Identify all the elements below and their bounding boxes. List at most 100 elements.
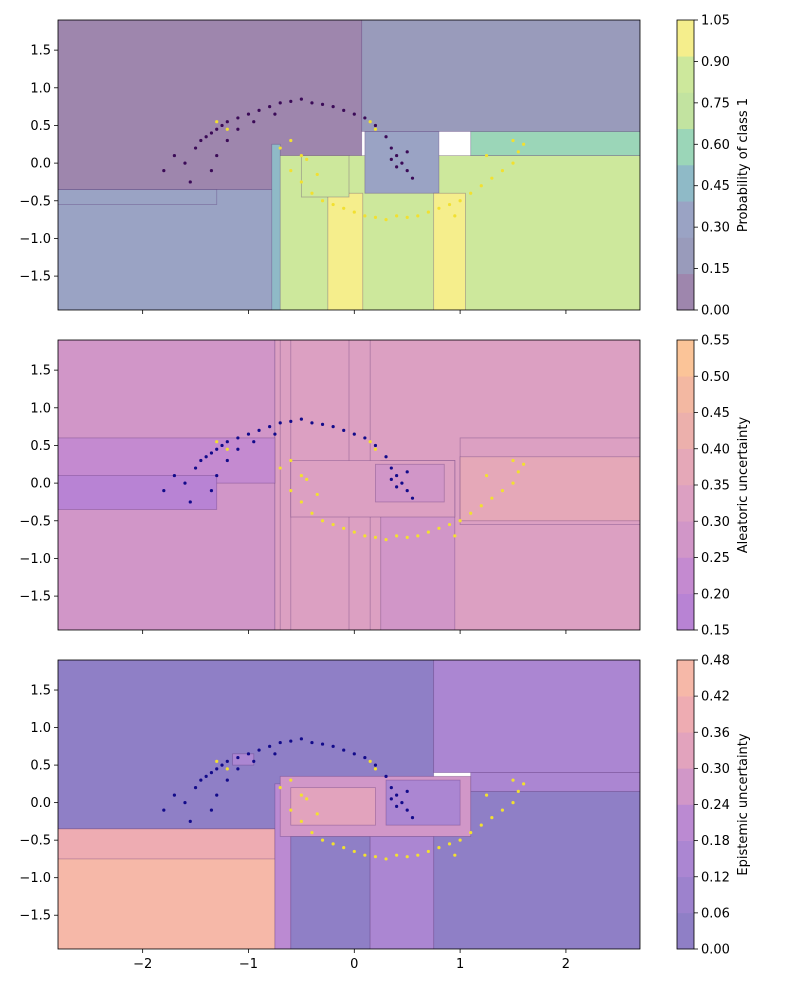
colorbar-band-6	[677, 376, 694, 413]
point-s1-7	[363, 534, 367, 538]
point-s0-32	[395, 165, 399, 169]
point-s0-17	[299, 737, 303, 741]
point-s0-39	[273, 752, 277, 756]
point-s0-3	[188, 180, 192, 184]
point-s0-27	[395, 153, 399, 158]
point-s1-21	[511, 801, 515, 805]
colorbar-label: Aleatoric uncertainty	[736, 416, 751, 553]
colorbar-band-3	[677, 165, 694, 202]
colorbar-band-2	[677, 521, 694, 558]
colorbar-band-5	[677, 412, 694, 450]
point-s0-9	[220, 763, 224, 767]
region-6	[279, 340, 292, 630]
point-s0-22	[352, 112, 356, 116]
point-s0-27	[395, 473, 399, 478]
point-s1-13	[426, 530, 430, 534]
point-s1-7	[363, 853, 367, 857]
x-tick-label-1: −1	[239, 957, 258, 972]
point-s0-14	[268, 425, 272, 429]
point-s1-1	[299, 500, 303, 504]
point-s0-30	[405, 789, 409, 793]
point-s1-4	[331, 202, 335, 207]
point-s0-12	[246, 432, 251, 436]
panel-1: 1.5 1.0 0.5 0.0 −0.5 −1.0 −1.5 1.05 0.90 0.75 0.60…	[19, 14, 751, 319]
point-s0-25	[384, 135, 388, 139]
y-tick-label-1: 1.0	[30, 721, 51, 736]
y-tick-label-5: −1.0	[19, 871, 51, 886]
point-s0-28	[400, 801, 404, 805]
x-tick-label-0: −2	[133, 957, 152, 972]
colorbar-tick-label-6: 0.12	[701, 870, 730, 885]
region-8	[327, 192, 364, 310]
point-s1-15	[447, 522, 452, 527]
point-s1-10	[395, 214, 399, 218]
point-s1-9	[384, 857, 388, 861]
point-s0-30	[405, 470, 409, 474]
y-tick-label-4: −0.5	[19, 514, 51, 529]
point-s0-22	[352, 752, 356, 756]
point-s0-9	[220, 123, 224, 128]
point-s1-16	[458, 838, 462, 842]
point-s0-17	[299, 417, 303, 421]
point-s1-2	[310, 831, 314, 835]
point-s1-17	[469, 831, 473, 835]
point-s1-15	[447, 842, 452, 846]
colorbar-tick-label-1: 0.42	[701, 690, 730, 705]
point-s0-28	[400, 161, 404, 165]
point-s0-11	[236, 436, 240, 440]
point-s0-23	[363, 116, 367, 120]
point-s0-37	[236, 767, 240, 771]
y-tick-label-3: 0.0	[30, 477, 51, 492]
colorbar-tick-label-1: 0.50	[701, 370, 730, 385]
colorbar-band-1	[677, 876, 694, 914]
colorbar-tick-label-0: 0.48	[701, 654, 730, 669]
point-s0-5	[199, 458, 203, 463]
colorbar-band-0	[677, 912, 694, 950]
panel-2: 1.5 1.0 0.5 0.0 −0.5 −1.0 −1.5 0.55 0.50 0.45 0.40…	[19, 334, 751, 639]
point-s0-4	[193, 786, 198, 790]
point-s1-9	[384, 538, 388, 542]
region-1	[433, 660, 640, 773]
region-10	[375, 463, 445, 503]
point-s0-31	[410, 496, 415, 500]
point-s0-33	[389, 477, 393, 481]
point-s0-2	[183, 801, 187, 805]
colorbar-tick-label-5: 0.30	[701, 221, 730, 236]
point-s1-17	[469, 191, 473, 195]
point-s1-4	[331, 522, 335, 527]
point-s1-26	[289, 138, 293, 143]
region-5	[271, 143, 281, 310]
point-s0-26	[389, 786, 393, 790]
point-s1-21	[511, 481, 515, 485]
region-7	[290, 836, 371, 949]
region-3	[470, 772, 640, 792]
colorbar: 1.05 0.90 0.75 0.60 0.45 0.30 0.15 0.00 Probabil…	[676, 14, 751, 319]
point-s1-28	[315, 172, 319, 177]
point-s1-3	[320, 199, 325, 203]
axes-frame	[57, 19, 641, 311]
point-s1-5	[342, 846, 346, 850]
point-s0-1	[172, 153, 176, 158]
region-3	[58, 189, 218, 205]
point-s1-33	[215, 120, 219, 124]
colorbar: 0.55 0.50 0.45 0.40 0.35 0.30 0.25 0.20 0.15 Alea…	[676, 334, 751, 639]
point-s0-32	[395, 485, 399, 489]
point-s1-15	[447, 202, 452, 207]
point-s1-31	[368, 120, 372, 124]
point-s1-7	[363, 214, 367, 218]
point-s1-6	[352, 210, 356, 214]
y-tick-label-2: 0.5	[30, 759, 51, 774]
point-s1-12	[416, 214, 420, 218]
colorbar-tick-label-3: 0.30	[701, 762, 730, 777]
colorbar-band-7	[677, 20, 694, 57]
region-10	[300, 155, 350, 198]
point-s0-24	[373, 123, 378, 128]
point-s0-36	[209, 169, 214, 173]
point-s0-21	[342, 108, 346, 112]
colorbar-tick-label-8: 0.15	[701, 624, 730, 639]
point-s0-21	[342, 748, 346, 752]
point-s0-1	[172, 473, 176, 478]
point-s0-13	[257, 108, 261, 112]
point-s0-5	[199, 778, 203, 782]
